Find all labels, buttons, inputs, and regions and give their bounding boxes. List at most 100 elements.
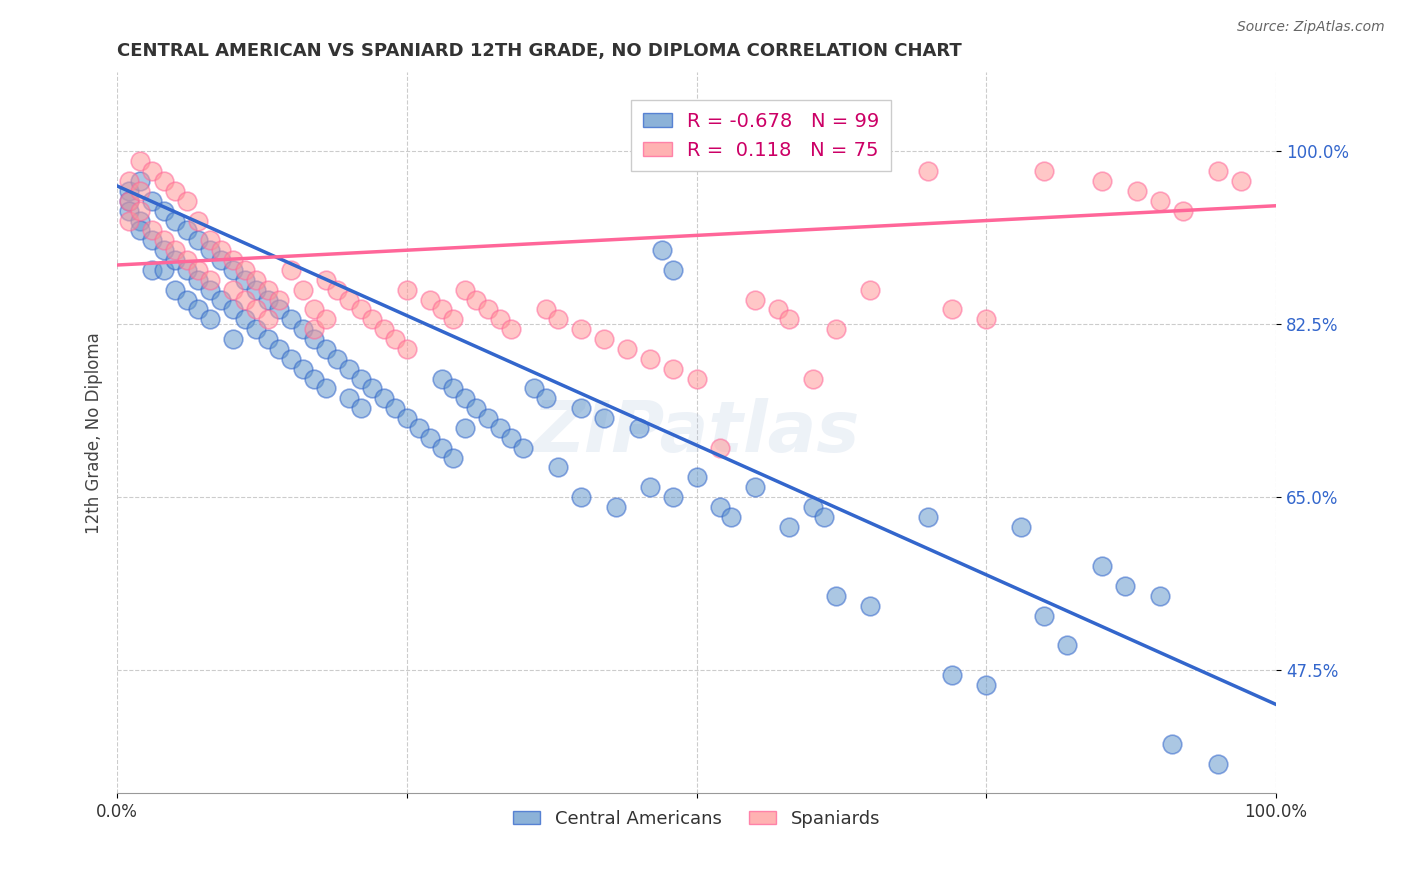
Point [1091, 174, 1114, 188]
Point [419, 431, 441, 445]
Point [129, 184, 152, 198]
Point [198, 233, 221, 247]
Point [569, 401, 592, 416]
Point [534, 392, 557, 406]
Point [233, 293, 256, 307]
Point [269, 302, 291, 317]
Point [257, 332, 280, 346]
Point [245, 273, 267, 287]
Point [152, 203, 174, 218]
Point [685, 470, 707, 484]
Point [709, 500, 731, 514]
Point [605, 500, 627, 514]
Point [1091, 559, 1114, 574]
Point [118, 174, 141, 188]
Point [176, 293, 198, 307]
Point [627, 421, 650, 435]
Point [233, 273, 256, 287]
Point [662, 490, 685, 504]
Point [187, 213, 209, 227]
Point [744, 293, 766, 307]
Point [337, 392, 360, 406]
Point [1149, 589, 1171, 603]
Point [245, 322, 267, 336]
Point [165, 253, 187, 268]
Point [766, 302, 789, 317]
Point [302, 322, 325, 336]
Point [373, 322, 395, 336]
Point [187, 273, 209, 287]
Point [245, 283, 267, 297]
Point [349, 401, 371, 416]
Point [523, 381, 546, 395]
Point [651, 243, 673, 257]
Point [408, 421, 430, 435]
Point [291, 283, 314, 297]
Point [233, 312, 256, 326]
Point [222, 283, 245, 297]
Point [176, 194, 198, 208]
Point [813, 509, 835, 524]
Point [430, 441, 453, 455]
Point [118, 203, 141, 218]
Point [198, 312, 221, 326]
Point [801, 500, 824, 514]
Point [361, 381, 384, 395]
Point [198, 243, 221, 257]
Point [326, 283, 349, 297]
Point [152, 233, 174, 247]
Point [302, 332, 325, 346]
Point [976, 678, 998, 692]
Point [1056, 638, 1078, 652]
Point [801, 371, 824, 385]
Point [569, 322, 592, 336]
Point [152, 243, 174, 257]
Point [118, 213, 141, 227]
Point [778, 519, 800, 533]
Point [337, 293, 360, 307]
Point [129, 213, 152, 227]
Point [165, 213, 187, 227]
Point [1126, 184, 1149, 198]
Point [941, 302, 963, 317]
Point [1149, 194, 1171, 208]
Point [917, 164, 939, 178]
Point [685, 371, 707, 385]
Point [326, 351, 349, 366]
Point [187, 263, 209, 277]
Point [593, 332, 616, 346]
Point [211, 253, 233, 268]
Point [616, 342, 638, 356]
Point [315, 273, 337, 287]
Y-axis label: 12th Grade, No Diploma: 12th Grade, No Diploma [86, 332, 103, 533]
Point [129, 203, 152, 218]
Point [941, 668, 963, 682]
Point [373, 392, 395, 406]
Point [315, 342, 337, 356]
Point [129, 223, 152, 237]
Point [976, 312, 998, 326]
Point [269, 342, 291, 356]
Point [349, 302, 371, 317]
Point [176, 263, 198, 277]
Point [222, 332, 245, 346]
Point [291, 361, 314, 376]
Point [662, 263, 685, 277]
Point [454, 283, 477, 297]
Point [488, 312, 510, 326]
Point [118, 184, 141, 198]
Point [430, 371, 453, 385]
Point [118, 194, 141, 208]
Legend: Central Americans, Spaniards: Central Americans, Spaniards [506, 802, 887, 835]
Point [465, 293, 488, 307]
Point [129, 174, 152, 188]
Point [384, 332, 406, 346]
Point [280, 312, 302, 326]
Point [187, 302, 209, 317]
Point [269, 293, 291, 307]
Point [165, 184, 187, 198]
Point [1206, 756, 1229, 771]
Point [1033, 164, 1056, 178]
Point [465, 401, 488, 416]
Point [593, 411, 616, 425]
